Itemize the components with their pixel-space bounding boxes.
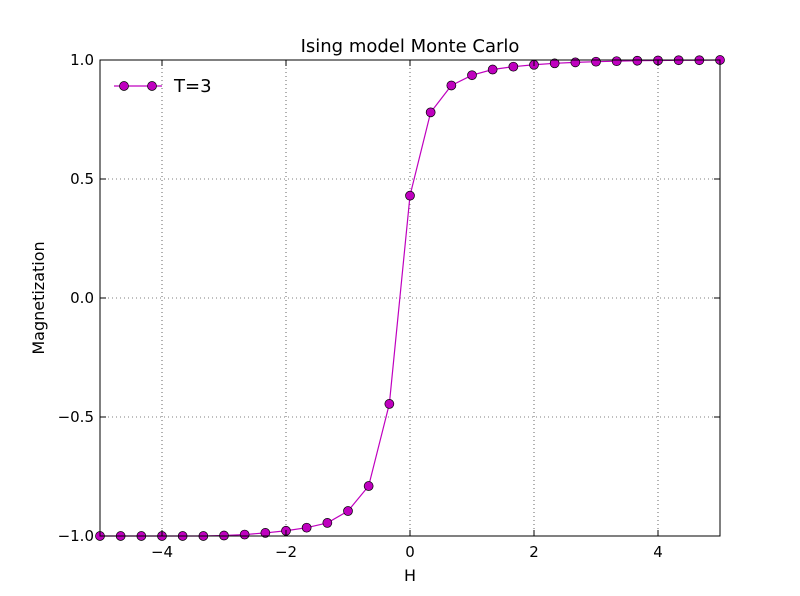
- x-tick-label: 4: [653, 543, 663, 561]
- x-axis-label: H: [404, 566, 416, 585]
- data-point: [467, 70, 477, 81]
- data-point: [405, 190, 415, 201]
- data-point: [260, 528, 271, 538]
- series-layer: [95, 55, 725, 541]
- ticks-layer: −4 −2 0 2 4 −1.0 −0.5 0.0 0.5 1.0: [58, 51, 720, 561]
- x-tick-label: −4: [151, 543, 173, 561]
- data-point: [611, 56, 622, 67]
- data-point: [301, 522, 312, 533]
- data-point: [343, 506, 353, 516]
- chart-title: Ising model Monte Carlo: [301, 36, 520, 57]
- data-point: [384, 399, 395, 409]
- y-tick-label: 0.0: [70, 289, 94, 307]
- data-point: [632, 55, 643, 66]
- legend-label-t3: T=3: [173, 76, 212, 97]
- y-axis-label: Magnetization: [29, 241, 48, 354]
- data-point: [363, 481, 374, 491]
- legend: T=3: [114, 76, 212, 97]
- x-tick-label: 2: [529, 543, 539, 561]
- data-point: [487, 64, 498, 75]
- data-point: [322, 518, 333, 528]
- legend-marker-t3-left: [119, 81, 129, 91]
- data-point: [570, 57, 581, 68]
- legend-marker-t3-right: [147, 81, 157, 91]
- y-tick-label: 0.5: [70, 170, 94, 188]
- y-tick-label: 1.0: [70, 51, 94, 69]
- data-point: [591, 56, 601, 67]
- data-point: [446, 80, 457, 91]
- data-point: [425, 107, 436, 118]
- y-tick-label: −0.5: [58, 408, 94, 426]
- data-point: [239, 529, 250, 540]
- x-tick-label: 0: [405, 543, 415, 561]
- x-tick-label: −2: [275, 543, 297, 561]
- y-tick-label: −1.0: [58, 527, 94, 545]
- data-point: [508, 61, 519, 72]
- data-point: [549, 58, 560, 69]
